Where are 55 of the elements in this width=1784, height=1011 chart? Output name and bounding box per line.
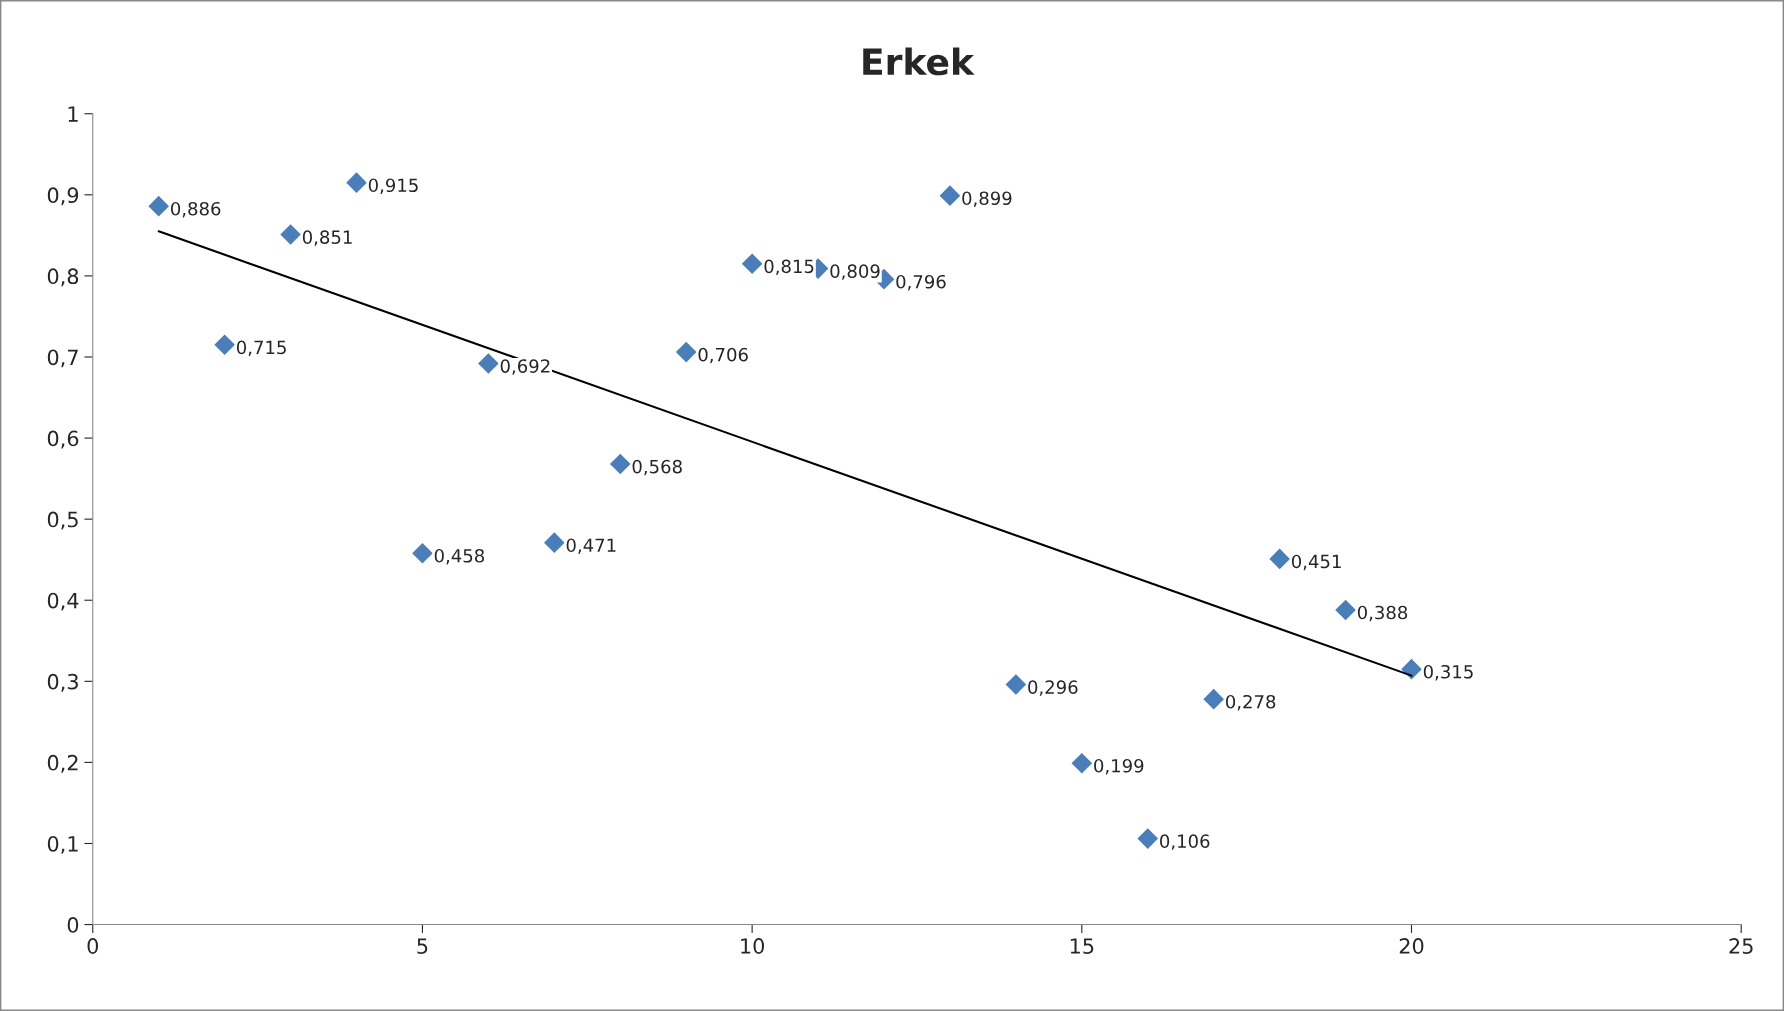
point <box>544 532 565 553</box>
data-label: 0,296 <box>1028 680 1078 696</box>
point <box>1269 548 1290 570</box>
data-label: 0,106 <box>1160 834 1210 850</box>
data-label: 0,915 <box>368 178 418 194</box>
point <box>1005 674 1027 695</box>
data-label: 0,315 <box>1423 664 1473 681</box>
point <box>412 542 433 564</box>
data-label: 0,851 <box>302 230 352 246</box>
y-tick-label: 0,7 <box>47 349 78 368</box>
data-label: 0,809 <box>830 264 880 280</box>
point <box>741 253 763 275</box>
y-tick-label: 0,5 <box>47 511 78 530</box>
y-tick-label: 1 <box>68 106 78 122</box>
data-label: 0,692 <box>500 359 550 375</box>
data-label: 0,451 <box>1291 554 1341 571</box>
x-tick-label: 20 <box>1399 938 1424 954</box>
point <box>214 334 235 356</box>
y-tick-label: 0,3 <box>47 673 78 692</box>
x-tick-label: 10 <box>741 938 765 954</box>
x-tick-label: 5 <box>417 938 428 954</box>
data-label: 0,796 <box>896 274 946 291</box>
y-tick-label: 0 <box>67 917 79 933</box>
point <box>609 453 631 475</box>
x-tick-label: 0 <box>87 938 99 954</box>
data-label: 0,815 <box>764 259 814 275</box>
y-tick-label: 0,9 <box>47 187 79 206</box>
data-label: 0,899 <box>962 191 1012 207</box>
y-tick-label: 0,6 <box>47 430 79 449</box>
y-tick-label: 0,1 <box>47 835 78 854</box>
point <box>1137 828 1159 849</box>
point <box>280 224 301 245</box>
point <box>675 341 697 363</box>
point <box>1335 599 1356 621</box>
point <box>1203 688 1224 710</box>
x-tick-label: 15 <box>1070 938 1094 954</box>
point <box>346 172 367 193</box>
data-label: 0,715 <box>236 340 286 357</box>
data-label: 0,458 <box>434 548 485 565</box>
data-label: 0,199 <box>1094 758 1144 775</box>
x-tick-label: 25 <box>1729 938 1753 954</box>
y-tick-label: 0,4 <box>47 592 79 611</box>
point <box>1071 752 1093 774</box>
data-label: 0,886 <box>171 201 221 218</box>
data-label: 0,706 <box>698 347 748 364</box>
chart-title: Erkek <box>863 47 975 76</box>
point <box>939 185 961 206</box>
point <box>148 195 169 217</box>
data-label: 0,568 <box>632 459 682 476</box>
y-tick-label: 0,2 <box>47 754 78 773</box>
data-label: 0,471 <box>566 538 616 554</box>
y-tick-label: 0,8 <box>47 268 79 287</box>
data-label: 0,388 <box>1357 605 1408 622</box>
data-label: 0,278 <box>1225 694 1276 711</box>
point <box>478 353 499 374</box>
